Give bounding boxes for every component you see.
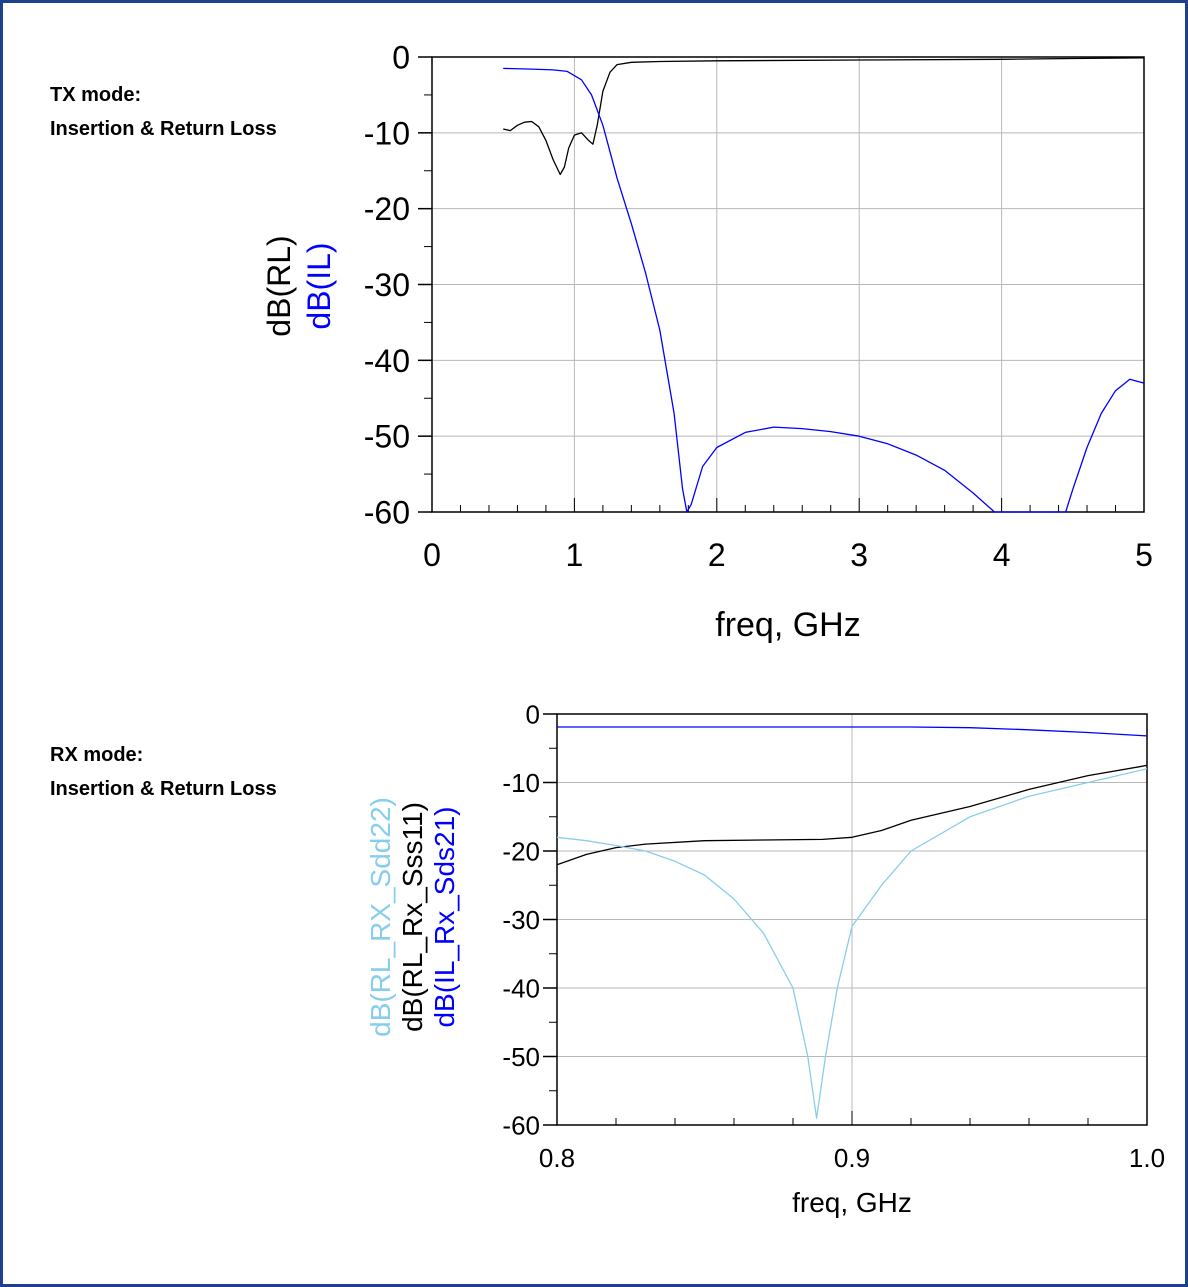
tx-x-axis-label: freq, GHz (715, 606, 860, 644)
tx-y-tick-label: -60 (364, 495, 410, 531)
tx-y-tick-label: -40 (364, 343, 410, 379)
rx-y-axis-label-2: dB(IL_Rx_Sds21) (429, 806, 460, 1027)
tx-y-tick-label: 0 (392, 40, 410, 76)
tx-label-line2: Insertion & Return Loss (50, 118, 277, 140)
rx-y-axis-label-0: dB(RL_RX_Sdd22) (365, 797, 396, 1037)
tx-x-tick-label: 1 (566, 537, 584, 573)
tx-label-line1: TX mode: (50, 84, 142, 106)
tx-x-tick-label: 0 (423, 537, 441, 573)
tx-y-tick-label: -50 (364, 419, 410, 455)
tx-series-line-1 (503, 67, 1145, 513)
rx-x-tick-label: 1.0 (1129, 1143, 1165, 1173)
rx-y-tick-label: -10 (502, 768, 540, 798)
tx-x-tick-label: 5 (1135, 537, 1153, 573)
rx-y-axis-label-1: dB(RL_Rx_Sss11) (397, 802, 428, 1032)
tx-x-tick-label: 3 (850, 537, 868, 573)
tx-x-tick-label: 2 (708, 537, 726, 573)
tx-y-tick-label: -30 (364, 267, 410, 303)
rx-x-tick-label: 0.8 (539, 1143, 575, 1173)
rx-y-tick-label: -30 (502, 905, 540, 935)
rx-label-line1: RX mode: (50, 744, 144, 766)
rx-x-tick-label: 0.9 (834, 1143, 870, 1173)
tx-y-tick-label: -20 (364, 191, 410, 227)
rx-label-line2: Insertion & Return Loss (50, 778, 277, 800)
rx-y-tick-label: 0 (526, 699, 540, 729)
tx-y-axis-label-1: dB(IL) (301, 242, 337, 329)
tx-y-tick-label: -10 (364, 115, 410, 151)
rx-series-line-0 (557, 726, 1148, 737)
rx-x-axis-label: freq, GHz (792, 1187, 912, 1218)
tx-x-tick-label: 4 (993, 537, 1011, 573)
rx-panel-label: RX mode: Insertion & Return Loss (50, 738, 277, 806)
tx-panel-label: TX mode: Insertion & Return Loss (50, 78, 277, 146)
rx-y-tick-label: -50 (502, 1042, 540, 1072)
rx-y-tick-label: -60 (502, 1110, 540, 1140)
rx-y-tick-label: -40 (502, 973, 540, 1003)
tx-y-axis-label-0: dB(RL) (261, 235, 297, 336)
rx-y-tick-label: -20 (502, 836, 540, 866)
tx-series-line-0 (503, 57, 1145, 176)
rx-series-line-2 (556, 768, 1148, 1119)
